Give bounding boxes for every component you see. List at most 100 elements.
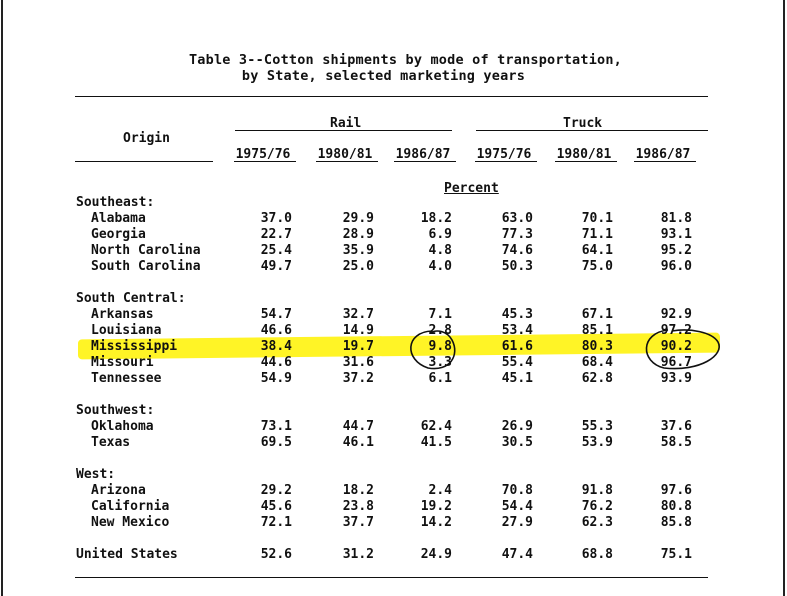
table-cell: 46.1 — [342, 434, 374, 450]
table-cell: 25.4 — [260, 242, 292, 258]
year-header-underline — [555, 161, 617, 162]
table-cell: 72.1 — [260, 514, 292, 530]
origin-underline — [75, 161, 213, 162]
row-label: United States — [76, 547, 178, 562]
table-cell: 37.2 — [342, 370, 374, 386]
table-cell: 68.8 — [581, 547, 613, 562]
table-cell: 47.4 — [501, 547, 533, 562]
table-cell: 4.8 — [428, 242, 452, 258]
table-title-line1: Table 3--Cotton shipments by mode of tra… — [188, 52, 623, 68]
table-cell: 23.8 — [342, 498, 374, 514]
table-cell: 74.6 — [501, 242, 533, 258]
bottom-rule — [75, 577, 708, 578]
table-cell: 95.2 — [660, 242, 692, 258]
table-cell: 52.6 — [260, 547, 292, 562]
table-cell: 97.6 — [660, 482, 692, 498]
table-cell: 80.8 — [660, 498, 692, 514]
table-cell: 73.1 — [260, 418, 292, 434]
year-header-underline — [475, 161, 537, 162]
table-cell: 49.7 — [260, 258, 292, 274]
table-cell: 7.1 — [428, 306, 452, 322]
row-label: Tennessee — [91, 370, 162, 386]
circle-mark-rail-mississippi — [410, 330, 456, 370]
rail-group-header: Rail — [330, 116, 362, 131]
rail-group-rule — [235, 130, 452, 131]
table-cell: 63.0 — [501, 210, 533, 226]
region-header: Southwest: — [76, 403, 155, 418]
table-cell: 90.2 — [660, 338, 692, 354]
row-label: New Mexico — [91, 514, 170, 530]
table-cell: 45.3 — [501, 306, 533, 322]
top-rule — [75, 96, 708, 97]
table-cell: 64.1 — [581, 242, 613, 258]
table-cell: 96.0 — [660, 258, 692, 274]
table-cell: 54.9 — [260, 370, 292, 386]
row-label: Georgia — [91, 226, 146, 242]
table-cell: 62.4 — [420, 418, 452, 434]
year-header: 1980/81 — [556, 147, 612, 162]
row-label: Mississippi — [91, 338, 178, 354]
row-label: California — [91, 498, 170, 514]
year-header: 1975/76 — [235, 147, 291, 162]
table-cell: 53.4 — [501, 322, 533, 338]
table-cell: 71.1 — [581, 226, 613, 242]
table-cell: 29.9 — [342, 210, 374, 226]
row-label: Louisiana — [91, 322, 162, 338]
origin-header: Origin — [123, 131, 170, 146]
year-header: 1986/87 — [395, 147, 451, 162]
table-cell: 53.9 — [581, 434, 613, 450]
table-cell: 45.6 — [260, 498, 292, 514]
table-cell: 85.8 — [660, 514, 692, 530]
row-label: Arkansas — [91, 306, 154, 322]
table-cell: 22.7 — [260, 226, 292, 242]
page-border-left — [1, 0, 3, 596]
table-title-line2: by State, selected marketing years — [241, 68, 526, 84]
table-cell: 91.8 — [581, 482, 613, 498]
year-header-underline — [394, 161, 456, 162]
table-cell: 44.6 — [260, 354, 292, 370]
table-cell: 25.0 — [342, 258, 374, 274]
table-cell: 69.5 — [260, 434, 292, 450]
table-cell: 45.1 — [501, 370, 533, 386]
table-cell: 2.4 — [428, 482, 452, 498]
table-cell: 29.2 — [260, 482, 292, 498]
table-cell: 75.1 — [660, 547, 692, 562]
year-header-underline — [634, 161, 696, 162]
page-border-right — [783, 0, 785, 596]
year-header: 1986/87 — [635, 147, 691, 162]
table-cell: 70.1 — [581, 210, 613, 226]
table-cell: 4.0 — [428, 258, 452, 274]
table-cell: 75.0 — [581, 258, 613, 274]
table-cell: 81.8 — [660, 210, 692, 226]
row-label: Missouri — [91, 354, 154, 370]
table-cell: 6.1 — [428, 370, 452, 386]
truck-group-rule — [476, 130, 708, 131]
year-header-underline — [234, 161, 296, 162]
table-cell: 9.8 — [428, 338, 452, 354]
table-cell: 18.2 — [420, 210, 452, 226]
table-cell: 24.9 — [420, 547, 452, 562]
table-cell: 6.9 — [428, 226, 452, 242]
table-cell: 62.3 — [581, 514, 613, 530]
year-header: 1980/81 — [317, 147, 373, 162]
table-cell: 27.9 — [501, 514, 533, 530]
table-cell: 18.2 — [342, 482, 374, 498]
table-cell: 85.1 — [581, 322, 613, 338]
region-header: Southeast: — [76, 195, 155, 210]
region-header: South Central: — [76, 291, 186, 306]
row-label: Arizona — [91, 482, 146, 498]
table-cell: 61.6 — [501, 338, 533, 354]
table-cell: 50.3 — [501, 258, 533, 274]
table-cell: 54.4 — [501, 498, 533, 514]
table-cell: 14.9 — [342, 322, 374, 338]
table-cell: 76.2 — [581, 498, 613, 514]
table-cell: 93.9 — [660, 370, 692, 386]
table-cell: 55.3 — [581, 418, 613, 434]
table-cell: 92.9 — [660, 306, 692, 322]
circle-mark-truck-mississippi — [645, 329, 720, 370]
table-cell: 44.7 — [342, 418, 374, 434]
year-header-underline — [316, 161, 378, 162]
table-cell: 55.4 — [501, 354, 533, 370]
row-label: Alabama — [91, 210, 146, 226]
